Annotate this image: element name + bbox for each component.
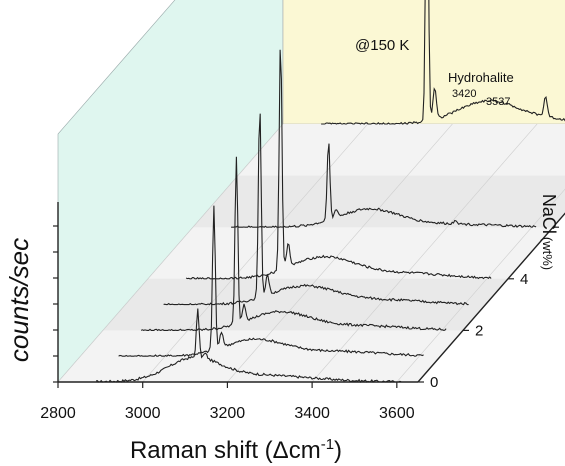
floor-grid-lines [57,123,565,383]
peak-3420-annotation: 3420 [452,88,476,100]
spectrum-line-10 [321,0,565,125]
spectrum-line-1 [118,205,424,357]
nacl-tick-label: 0 [430,374,438,391]
floor-grid-line [57,123,284,383]
raman-tick-label: 2800 [40,405,76,422]
spectrum-line-2 [140,156,447,332]
raman-tick-label: 3600 [379,405,415,422]
counts-axis-label: counts/sec [4,238,34,362]
counts-axis-ticks [53,225,58,383]
floor-bands [103,175,565,331]
nacl-axis-line [417,212,565,383]
axes-group [57,202,565,383]
raman-tick-label: 3200 [210,405,246,422]
floor-grid-line [396,188,565,383]
peak-3537-annotation: 3537 [486,96,510,108]
temperature-annotation: @150 K [355,37,409,54]
floor-band [103,278,508,331]
raman-axis-label: Raman shift (Δcm-1) [130,436,342,464]
nacl-axis-label: NaCl(wt%) [539,194,559,270]
floor-band [193,175,565,228]
spectrum-line-3 [163,113,469,306]
nacl-tick-label: 4 [520,271,528,288]
raman-axis-ticks: 2800 3000 3200 3400 3600 [40,382,415,422]
raman-tick-label: 3000 [125,405,161,422]
nacl-tick-label: 2 [475,322,483,339]
raman-tick-label: 3400 [294,405,330,422]
hydrohalite-annotation: Hydrohalite [448,70,514,85]
spectra-series-group [96,0,565,383]
nacl-axis-ticks: 0246810 [418,226,559,391]
spectrum-line-4 [185,49,492,280]
floor-grid-line [311,123,538,383]
spectrum-line-6 [231,143,537,228]
